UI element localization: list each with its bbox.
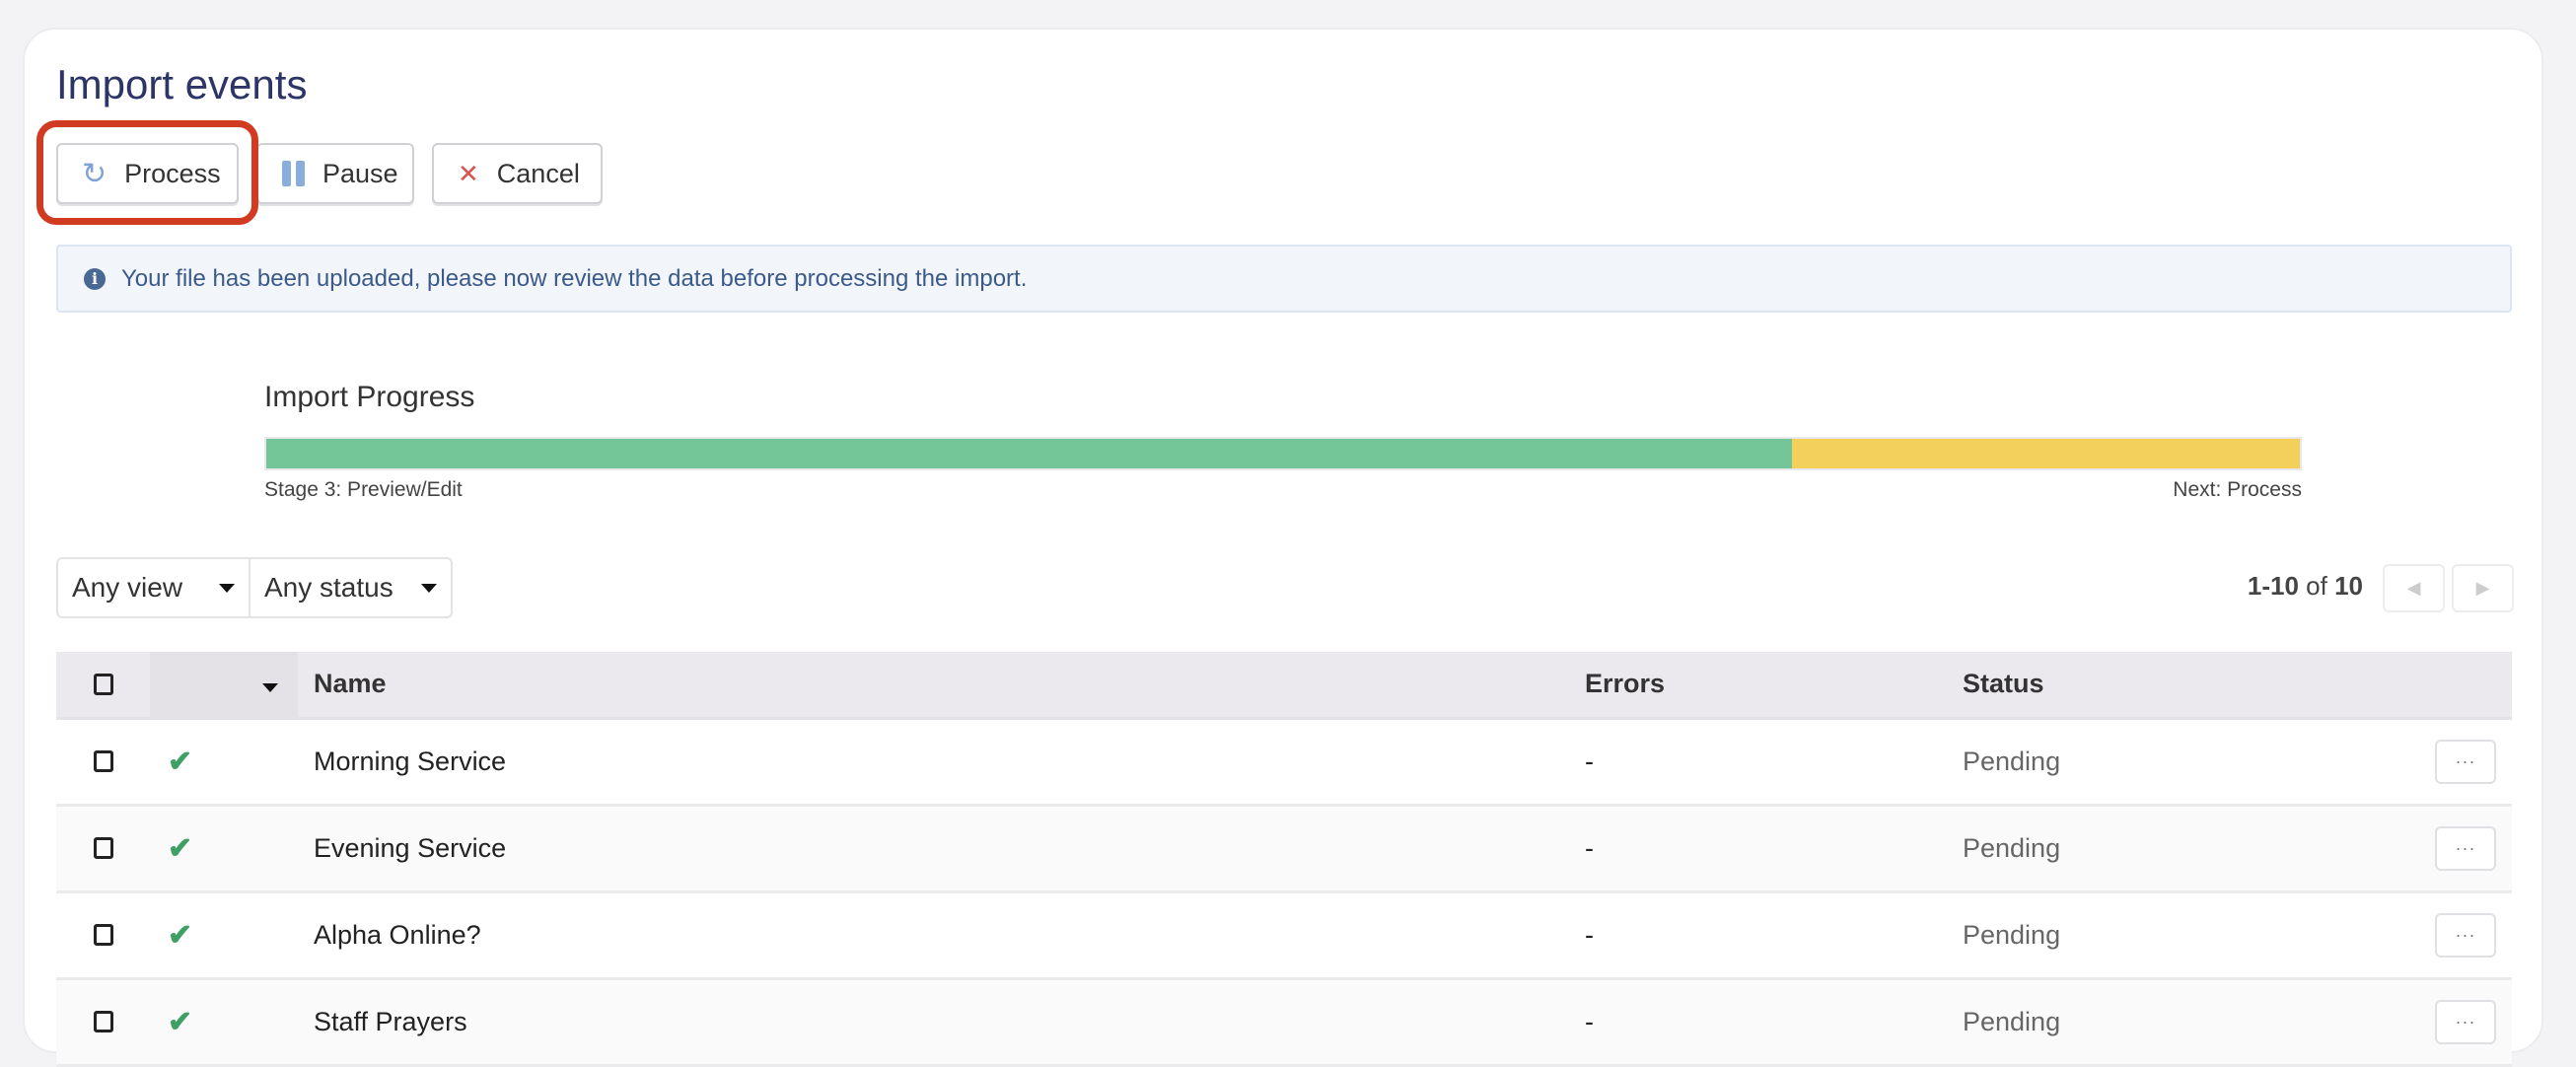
pagination-range: 1-10 (2247, 571, 2299, 601)
ellipsis-icon: ··· (2455, 837, 2476, 858)
page-title: Import events (56, 61, 308, 107)
table-row: ✔ Evening Service - Pending ··· (56, 805, 2512, 893)
pagination-total: 10 (2334, 571, 2363, 601)
table-row: ✔ Morning Service - Pending ··· (56, 718, 2512, 807)
valid-check-icon: ✔ (150, 718, 298, 807)
row-errors: - (1585, 891, 1963, 980)
row-status: Pending (1963, 891, 2258, 980)
pause-label: Pause (322, 158, 398, 188)
row-name: Alpha Online? (298, 891, 1585, 980)
prev-page-button[interactable]: ◀ (2383, 564, 2445, 612)
row-status: Pending (1963, 978, 2258, 1067)
pagination-of: of (2306, 571, 2327, 601)
validity-sort-dropdown[interactable] (150, 652, 298, 720)
view-filter-dropdown[interactable]: Any view (56, 557, 250, 618)
more-actions-button[interactable]: ··· (2435, 739, 2496, 784)
info-icon: i (84, 267, 106, 290)
select-all-checkbox[interactable] (93, 673, 113, 695)
next-stage: Next: Process (2173, 478, 2302, 501)
ellipsis-icon: ··· (2455, 750, 2476, 771)
info-banner: i Your file has been uploaded, please no… (56, 245, 2512, 313)
row-checkbox[interactable] (93, 750, 113, 772)
caret-down-icon (219, 583, 235, 593)
row-errors: - (1585, 718, 1963, 807)
valid-check-icon: ✔ (150, 978, 298, 1067)
more-actions-button[interactable]: ··· (2435, 912, 2496, 958)
table-row: ✔ Staff Prayers - Pending ··· (56, 978, 2512, 1067)
ellipsis-icon: ··· (2455, 1011, 2476, 1031)
caret-down-icon (262, 683, 278, 693)
row-checkbox[interactable] (93, 1011, 113, 1032)
status-filter-value: Any status (264, 572, 394, 603)
header-errors[interactable]: Errors (1585, 652, 1963, 720)
highlight-annotation (36, 120, 258, 225)
progress-bar (264, 437, 2302, 470)
pagination-info: 1-10 of 10 (2248, 571, 2363, 602)
row-status: Pending (1963, 805, 2258, 893)
view-filter-value: Any view (72, 572, 183, 603)
row-status: Pending (1963, 718, 2258, 807)
cancel-button[interactable]: ✕ Cancel (432, 143, 603, 204)
chevron-right-icon: ▶ (2475, 578, 2490, 598)
progress-bar-fill (266, 439, 1792, 468)
valid-check-icon: ✔ (150, 891, 298, 980)
table-row: ✔ Alpha Online? - Pending ··· (56, 891, 2512, 980)
row-name: Staff Prayers (298, 978, 1585, 1067)
events-table: Name Errors Status ✔ Morning Service - P… (56, 652, 2512, 1067)
refresh-icon: ↻ (82, 157, 107, 190)
row-name: Morning Service (298, 718, 1585, 807)
row-checkbox[interactable] (93, 924, 113, 946)
row-errors: - (1585, 978, 1963, 1067)
header-name[interactable]: Name (298, 652, 1585, 720)
row-name: Evening Service (298, 805, 1585, 893)
info-message: Your file has been uploaded, please now … (121, 264, 1028, 292)
progress-title: Import Progress (264, 381, 475, 413)
pause-icon (282, 161, 305, 186)
status-filter-dropdown[interactable]: Any status (249, 557, 453, 618)
close-icon: ✕ (458, 158, 479, 188)
process-label: Process (124, 158, 221, 188)
pause-button[interactable]: Pause (256, 143, 414, 204)
current-stage: Stage 3: Preview/Edit (264, 478, 463, 501)
more-actions-button[interactable]: ··· (2435, 825, 2496, 871)
next-page-button[interactable]: ▶ (2452, 564, 2514, 612)
header-actions (2258, 652, 2512, 720)
chevron-left-icon: ◀ (2406, 578, 2421, 598)
header-status[interactable]: Status (1963, 652, 2258, 720)
table-header-row: Name Errors Status (56, 652, 2512, 720)
cancel-label: Cancel (496, 158, 580, 188)
row-checkbox[interactable] (93, 837, 113, 859)
valid-check-icon: ✔ (150, 805, 298, 893)
process-button[interactable]: ↻ Process (56, 143, 239, 204)
row-errors: - (1585, 805, 1963, 893)
ellipsis-icon: ··· (2455, 924, 2476, 945)
more-actions-button[interactable]: ··· (2435, 999, 2496, 1044)
caret-down-icon (421, 583, 437, 593)
